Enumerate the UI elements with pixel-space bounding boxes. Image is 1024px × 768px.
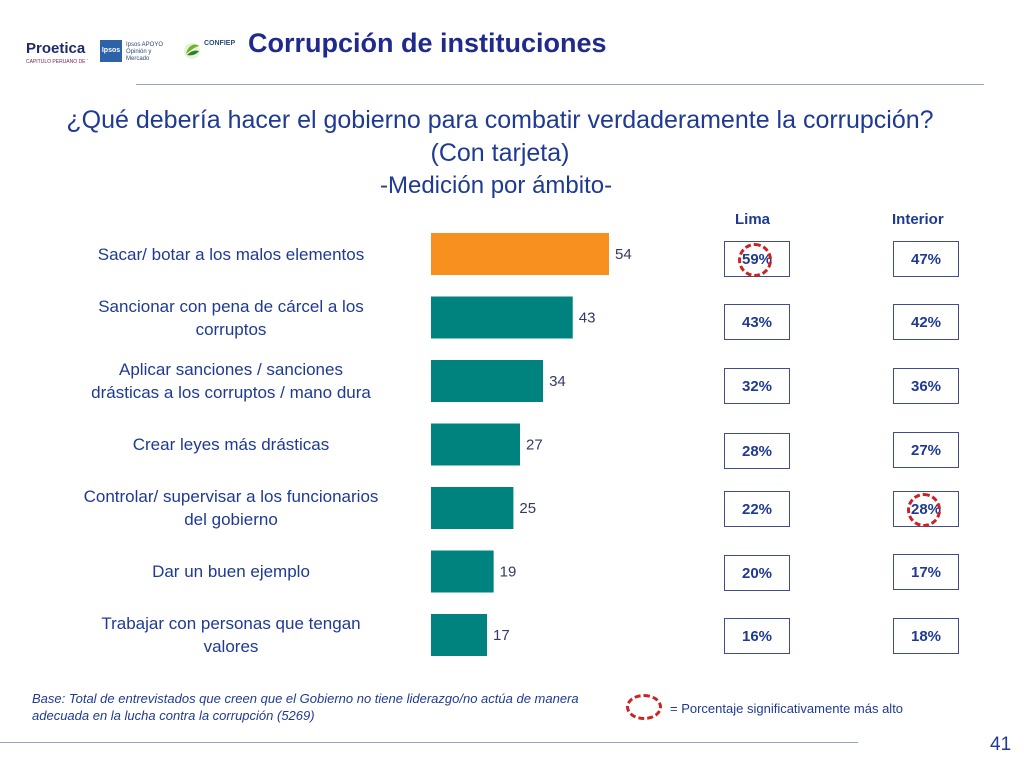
ipsos-logo-mark: Ipsos (100, 40, 122, 62)
bar-1 (431, 233, 609, 275)
column-header-lima: Lima (735, 211, 771, 228)
column-header-interior: Interior (892, 211, 944, 228)
page-number: 41 (990, 734, 1012, 755)
category-label-line: Sacar/ botar a los malos elementos (97, 244, 365, 264)
interior-percentage-1: 47% (893, 241, 959, 277)
category-label-6: Dar un buen ejemplo (46, 560, 416, 583)
lima-percentage-2: 43% (724, 304, 790, 340)
category-label-line: Dar un buen ejemplo (152, 562, 310, 581)
bar-value-label-5: 25 (519, 500, 536, 517)
lima-percentage-5: 22% (724, 491, 790, 527)
bar-value-label-6: 19 (500, 564, 517, 581)
significance-legend-text: = Porcentaje significativamente más alto (670, 701, 904, 716)
interior-percentage-2: 42% (893, 304, 959, 340)
bar-value-label-1: 54 (615, 246, 632, 263)
bar-6 (431, 550, 494, 593)
category-label-line: Sancionar con pena de cárcel a los (98, 296, 364, 316)
page-title: Corrupción de instituciones (248, 28, 607, 58)
bar-value-label-3: 34 (549, 373, 566, 390)
confiep-leaf-icon (184, 43, 200, 59)
category-label-1: Sacar/ botar a los malos elementos (46, 243, 416, 266)
bar-2 (431, 296, 573, 339)
significance-legend-marker (626, 694, 662, 720)
category-label-line: Crear leyes más drásticas (132, 435, 330, 454)
category-label-7: Trabajar con personas que tengan valores (46, 612, 416, 658)
category-label-line: Controlar/ supervisar a los funcionarios (83, 487, 379, 506)
interior-percentage-7: 18% (893, 618, 959, 654)
interior-percentage-4: 27% (893, 432, 959, 468)
ipsos-logo: Ipsos Ipsos APOYO Opinión y Mercado (100, 38, 170, 66)
category-label-line: valores (203, 637, 259, 656)
lima-percentage-7: 16% (724, 618, 790, 654)
lima-percentage-3: 32% (724, 368, 790, 404)
category-label-4: Crear leyes más drásticas (46, 433, 416, 456)
bar-7 (431, 614, 488, 656)
proetica-logo-tagline: CAPÍTULO PERUANO DE TRANSPARENCY INTERNA… (26, 59, 88, 65)
category-label-3: Aplicar sanciones / sanciones drásticas a… (46, 358, 416, 404)
category-label-5: Controlar/ supervisar a los funcionarios… (46, 485, 416, 531)
category-label-line: corruptos (195, 319, 267, 339)
category-label-2: Sancionar con pena de cárcel a los corrup… (46, 295, 416, 341)
bar-value-label-7: 17 (493, 627, 510, 644)
interior-percentage-6: 17% (893, 554, 959, 590)
bar-value-label-2: 43 (579, 310, 596, 327)
category-label-line: drásticas a los corruptos / mano dura (91, 383, 371, 402)
lima-significance-marker-1 (738, 243, 772, 277)
category-label-line: Aplicar sanciones / sanciones (119, 360, 343, 379)
bar-value-label-4: 27 (526, 437, 543, 454)
bar-3 (431, 360, 544, 402)
bar-5 (431, 487, 514, 529)
interior-significance-marker-5 (907, 493, 941, 527)
category-label-line: del gobierno (184, 510, 278, 529)
survey-question: ¿Qué debería hacer el gobierno para comb… (66, 106, 934, 167)
title-divider (136, 84, 984, 85)
lima-percentage-6: 20% (724, 555, 790, 591)
ipsos-logo-tagline: Ipsos APOYO Opinión y Mercado (126, 42, 164, 62)
interior-percentage-3: 36% (893, 368, 959, 404)
chart-subtitle: -Medición por ámbito- (380, 172, 613, 199)
category-label-line: Trabajar con personas que tengan (101, 614, 361, 633)
confiep-logo: CONFIEP (182, 38, 242, 64)
footer-divider (0, 742, 858, 743)
proetica-logo-name: Proetica (26, 40, 86, 57)
base-note: Base: Total de entrevistados que creen q… (32, 691, 579, 723)
bar-4 (431, 423, 520, 466)
proetica-logo: Proetica CAPÍTULO PERUANO DE TRANSPARENC… (26, 40, 88, 68)
confiep-logo-name: CONFIEP (204, 40, 236, 47)
lima-percentage-4: 28% (724, 433, 790, 469)
